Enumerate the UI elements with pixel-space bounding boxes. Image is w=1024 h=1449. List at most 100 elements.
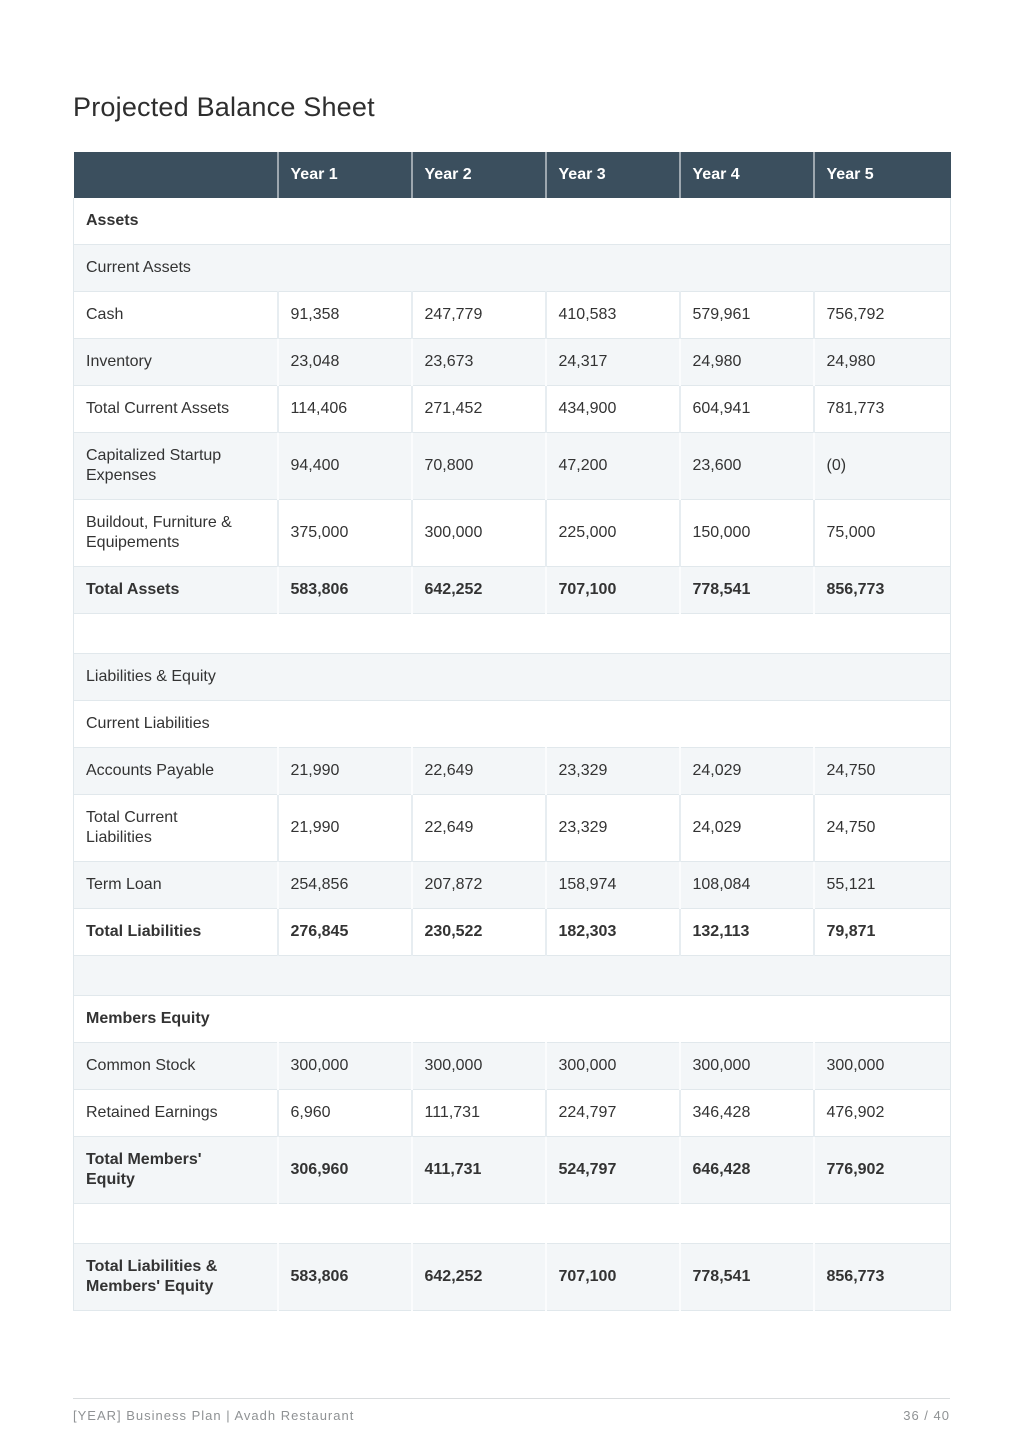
cell-value: 271,452 xyxy=(410,385,546,433)
row-label: Total Assets xyxy=(73,566,278,614)
cell-value: 583,806 xyxy=(276,566,412,614)
cell-value: 23,048 xyxy=(276,338,412,386)
cell-value: 24,980 xyxy=(812,338,951,386)
cell-value: 47,200 xyxy=(544,432,680,500)
spacer-row xyxy=(73,613,951,654)
data-row: Accounts Payable 21,990 22,649 23,329 24,029… xyxy=(73,747,951,795)
data-row: Term Loan 254,856 207,872 158,974 108,084 55,… xyxy=(73,861,951,909)
cell-value: 778,541 xyxy=(678,1243,814,1311)
spacer-cell xyxy=(73,955,951,996)
cell-value: 756,792 xyxy=(812,291,951,339)
cell-value: 707,100 xyxy=(544,566,680,614)
spacer-row xyxy=(73,1203,951,1244)
cell-value: 24,029 xyxy=(678,747,814,795)
cell-value: 856,773 xyxy=(812,1243,951,1311)
cell-value: 300,000 xyxy=(410,499,546,567)
row-label: Cash xyxy=(73,291,278,339)
cell-value: 778,541 xyxy=(678,566,814,614)
section-label: Liabilities & Equity xyxy=(73,653,951,701)
section-label: Current Liabilities xyxy=(73,700,951,748)
cell-value: 646,428 xyxy=(678,1136,814,1204)
cell-value: 23,600 xyxy=(678,432,814,500)
cell-value: 434,900 xyxy=(544,385,680,433)
cell-value: 300,000 xyxy=(678,1042,814,1090)
year-column-header: Year 5 xyxy=(812,152,951,198)
cell-value: 224,797 xyxy=(544,1089,680,1137)
spacer-cell xyxy=(73,613,951,654)
cell-value: 776,902 xyxy=(812,1136,951,1204)
row-label: Total Current Liabilities xyxy=(73,794,278,862)
cell-value: 306,960 xyxy=(276,1136,412,1204)
cell-value: 375,000 xyxy=(276,499,412,567)
row-label: Retained Earnings xyxy=(73,1089,278,1137)
cell-value: 23,673 xyxy=(410,338,546,386)
cell-value: 225,000 xyxy=(544,499,680,567)
cell-value: 524,797 xyxy=(544,1136,680,1204)
cell-value: 579,961 xyxy=(678,291,814,339)
section-row: Assets xyxy=(73,198,951,245)
cell-value: 22,649 xyxy=(410,747,546,795)
cell-value: 24,750 xyxy=(812,747,951,795)
section-label: Assets xyxy=(73,198,951,245)
cell-value: 410,583 xyxy=(544,291,680,339)
cell-value: 132,113 xyxy=(678,908,814,956)
cell-value: 21,990 xyxy=(276,747,412,795)
data-row: Cash 91,358 247,779 410,583 579,961 756,792 xyxy=(73,291,951,339)
section-row: Liabilities & Equity xyxy=(73,653,951,701)
row-label: Inventory xyxy=(73,338,278,386)
data-row: Retained Earnings 6,960 111,731 224,797 346,… xyxy=(73,1089,951,1137)
cell-value: 75,000 xyxy=(812,499,951,567)
data-row: Total Current Liabilities 21,990 22,649 23,… xyxy=(73,794,951,862)
data-row: Buildout, Furniture & Equipements 375,000… xyxy=(73,499,951,567)
cell-value: 23,329 xyxy=(544,747,680,795)
cell-value: 230,522 xyxy=(410,908,546,956)
row-label: Accounts Payable xyxy=(73,747,278,795)
year-column-header: Year 4 xyxy=(678,152,814,198)
cell-value: (0) xyxy=(812,432,951,500)
data-row: Total Assets 583,806 642,252 707,100 778,541… xyxy=(73,566,951,614)
row-label: Total Members' Equity xyxy=(73,1136,278,1204)
row-label: Total Current Assets xyxy=(73,385,278,433)
cell-value: 158,974 xyxy=(544,861,680,909)
balance-sheet-table: Year 1 Year 2 Year 3 Year 4 Year 5 Assets Cur… xyxy=(73,152,951,1311)
data-row: Inventory 23,048 23,673 24,317 24,980 24,980 xyxy=(73,338,951,386)
section-row: Current Assets xyxy=(73,244,951,292)
cell-value: 254,856 xyxy=(276,861,412,909)
cell-value: 300,000 xyxy=(812,1042,951,1090)
table-body: Assets Current Assets Cash 91,358 247,779 410… xyxy=(73,198,951,1311)
cell-value: 856,773 xyxy=(812,566,951,614)
page-footer: [YEAR] Business Plan | Avadh Restaurant … xyxy=(73,1398,950,1423)
cell-value: 94,400 xyxy=(276,432,412,500)
table-head: Year 1 Year 2 Year 3 Year 4 Year 5 xyxy=(73,152,951,198)
label-column-header xyxy=(73,152,278,198)
cell-value: 24,317 xyxy=(544,338,680,386)
cell-value: 300,000 xyxy=(276,1042,412,1090)
data-row: Total Liabilities & Members' Equity 583,8… xyxy=(73,1243,951,1311)
data-row: Common Stock 300,000 300,000 300,000 300,000… xyxy=(73,1042,951,1090)
row-label: Capitalized Startup Expenses xyxy=(73,432,278,500)
cell-value: 346,428 xyxy=(678,1089,814,1137)
cell-value: 24,980 xyxy=(678,338,814,386)
row-label: Total Liabilities xyxy=(73,908,278,956)
cell-value: 111,731 xyxy=(410,1089,546,1137)
page-content: Projected Balance Sheet Year 1 Year 2 Year… xyxy=(73,92,951,1311)
cell-value: 276,845 xyxy=(276,908,412,956)
year-column-header: Year 1 xyxy=(276,152,412,198)
data-row: Total Liabilities 276,845 230,522 182,303 13… xyxy=(73,908,951,956)
cell-value: 781,773 xyxy=(812,385,951,433)
cell-value: 79,871 xyxy=(812,908,951,956)
cell-value: 642,252 xyxy=(410,1243,546,1311)
table-header-row: Year 1 Year 2 Year 3 Year 4 Year 5 xyxy=(73,152,951,198)
cell-value: 182,303 xyxy=(544,908,680,956)
cell-value: 476,902 xyxy=(812,1089,951,1137)
cell-value: 23,329 xyxy=(544,794,680,862)
cell-value: 207,872 xyxy=(410,861,546,909)
spacer-row xyxy=(73,955,951,996)
cell-value: 55,121 xyxy=(812,861,951,909)
cell-value: 300,000 xyxy=(410,1042,546,1090)
cell-value: 114,406 xyxy=(276,385,412,433)
year-column-header: Year 2 xyxy=(410,152,546,198)
section-row: Current Liabilities xyxy=(73,700,951,748)
data-row: Total Members' Equity 306,960 411,731 524,7… xyxy=(73,1136,951,1204)
